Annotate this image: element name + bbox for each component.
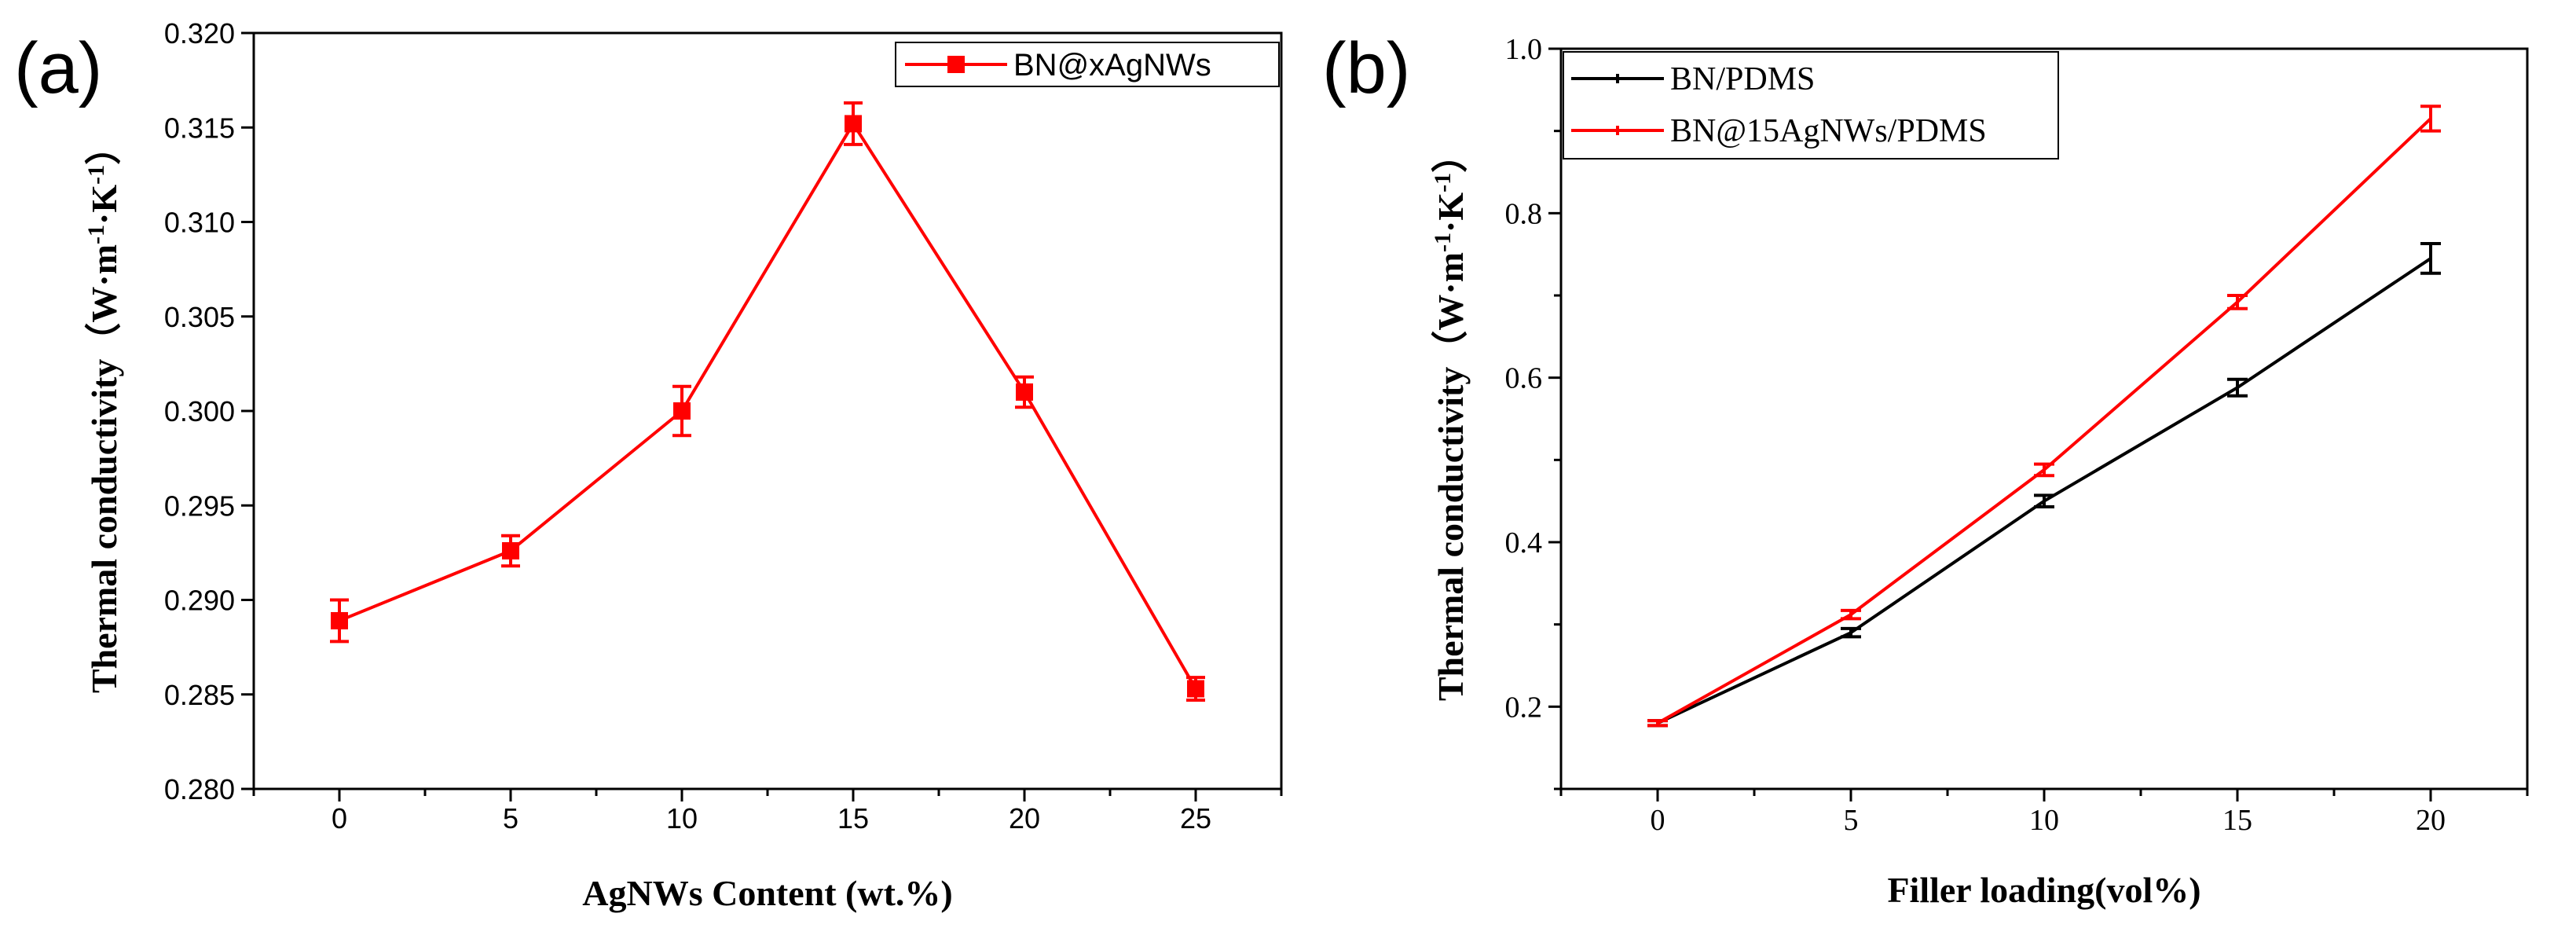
panel-a-y-tick-label: 0.310 <box>164 207 235 239</box>
panel-a-plot-frame <box>252 31 1283 790</box>
panel-a-legend-label: BN@xAgNWs <box>1013 48 1211 83</box>
panel-b-y-axis: 0.2 0.4 0.6 0.8 1.0 <box>1505 33 1561 790</box>
panel-b-x-tick-label: 0 <box>1651 804 1665 837</box>
panel-b-y-tick-label: 0.4 <box>1505 526 1543 559</box>
panel-a-data-point <box>673 402 691 420</box>
panel-a-x-tick-label: 10 <box>666 802 698 834</box>
panel-a-y-tick-label: 0.315 <box>164 112 235 144</box>
panel-b-x-tick-label: 20 <box>2416 804 2446 837</box>
panel-b-legend-box <box>1563 51 2059 160</box>
panel-a-y-tick-label: 0.290 <box>164 585 235 617</box>
panel-a-y-tick-label: 0.300 <box>164 395 235 427</box>
panel-a-series <box>330 101 1205 702</box>
panel-b-x-axis: 0 5 10 15 20 <box>1559 789 2529 837</box>
panel-a: (a) 0.2800.2850.2900.2950.3000.3050.3100… <box>14 17 1283 913</box>
panel-a-x-axis: 0 5 10 15 20 25 <box>252 789 1283 834</box>
panel-b-x-tick-label: 10 <box>2029 804 2059 837</box>
panel-a-x-tick-label: 0 <box>332 802 347 834</box>
panel-b-y-tick-label: 0.6 <box>1505 362 1543 395</box>
panel-a-x-tick-label: 15 <box>837 802 869 834</box>
panel-a-data-point <box>331 611 348 629</box>
panel-a-y-axis: 0.280 0.285 0.290 0.295 0.300 0.305 0.310 0.315… <box>164 17 254 805</box>
panel-b-series-line-2 <box>1657 117 2432 725</box>
panel-b-x-tick-label: 15 <box>2222 804 2252 837</box>
panel-b: (b) 0.2 0.4 0.6 0.8 1.0 0 5 10 15 20 Filler load… <box>1322 28 2529 910</box>
panel-a-series-line-1 <box>339 122 1197 690</box>
panel-b-legend: BN/PDMS BN@15AgNWs/PDMS <box>1563 51 2059 160</box>
panel-a-x-tick-label: 25 <box>1180 802 1211 834</box>
panel-b-label: (b) <box>1322 28 1410 108</box>
panel-a-data-point <box>502 541 519 559</box>
panel-b-plot-frame <box>1559 47 2529 790</box>
panel-b-y-title: Thermal conductivity（W·m-1·K-1） <box>1430 137 1471 701</box>
panel-b-y-tick-label: 1.0 <box>1505 33 1543 66</box>
panel-a-y-title: Thermal conductivity（W·m-1·K-1） <box>83 129 125 693</box>
panel-b-legend-label-2: BN@15AgNWs/PDMS <box>1670 113 1987 149</box>
panel-a-x-tick-label: 5 <box>503 802 518 834</box>
panel-a-y-tick-label: 0.280 <box>164 773 235 805</box>
panel-b-legend-label-1: BN/PDMS <box>1670 61 1815 97</box>
panel-a-label: (a) <box>14 28 102 108</box>
panel-b-series <box>1647 105 2441 728</box>
panel-a-legend-marker <box>947 56 965 73</box>
panel-a-y-tick-label: 0.305 <box>164 301 235 333</box>
panel-a-data-point <box>1187 680 1204 698</box>
panel-a-data-point <box>845 115 862 133</box>
panel-a-legend: BN@xAgNWs <box>895 42 1280 87</box>
panel-b-y-tick-label: 0.8 <box>1505 197 1543 230</box>
panel-b-x-title: Filler loading(vol%) <box>1887 870 2200 910</box>
panel-a-y-tick-label: 0.320 <box>164 17 235 50</box>
panel-b-y-tick-label: 0.2 <box>1505 691 1543 724</box>
panel-a-y-tick-label: 0.295 <box>164 490 235 522</box>
panel-b-x-tick-label: 5 <box>1844 804 1859 837</box>
panel-a-data-point <box>1016 383 1033 401</box>
panel-a-x-tick-label: 20 <box>1009 802 1040 834</box>
panel-a-y-tick-label: 0.285 <box>164 679 235 711</box>
panel-b-series-line-1 <box>1657 257 2432 725</box>
panel-a-x-title: AgNWs Content (wt.%) <box>582 873 952 913</box>
